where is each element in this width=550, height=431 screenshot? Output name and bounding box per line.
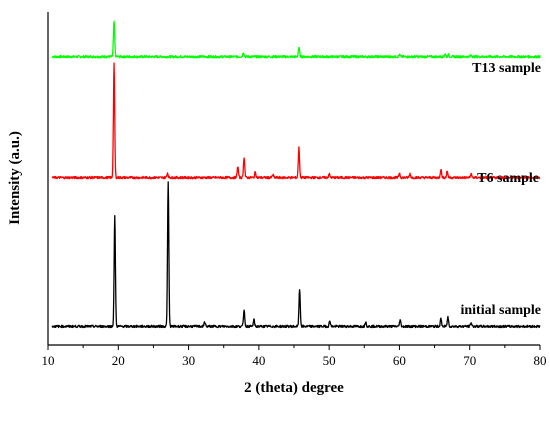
x-tick-label: 20	[112, 353, 125, 368]
x-axis-title: 2 (theta) degree	[244, 380, 344, 396]
x-ticks: 10 20 30 40 50 60 70 80	[42, 345, 547, 368]
y-axis-title: Intensity (a.u.)	[7, 131, 23, 225]
x-tick-label: 70	[463, 353, 476, 368]
series-label: T13 sample	[472, 61, 541, 76]
x-tick-label: 40	[252, 353, 265, 368]
x-tick-label: 50	[323, 353, 336, 368]
x-tick-label: 30	[182, 353, 195, 368]
series-line-t6-sample	[51, 62, 541, 180]
x-tick-label: 60	[393, 353, 406, 368]
series-labels: T13 sample T6 sample initial sample	[460, 61, 541, 318]
axes: 10 20 30 40 50 60 70 80	[42, 12, 547, 368]
x-tick-label: 10	[42, 353, 55, 368]
plot-lines	[51, 20, 541, 329]
series-line-initial-sample	[51, 181, 541, 329]
series-label: T6 sample	[477, 171, 539, 186]
series-label: initial sample	[460, 303, 541, 318]
series-line-t13-sample	[51, 20, 541, 59]
x-tick-label: 80	[534, 353, 547, 368]
